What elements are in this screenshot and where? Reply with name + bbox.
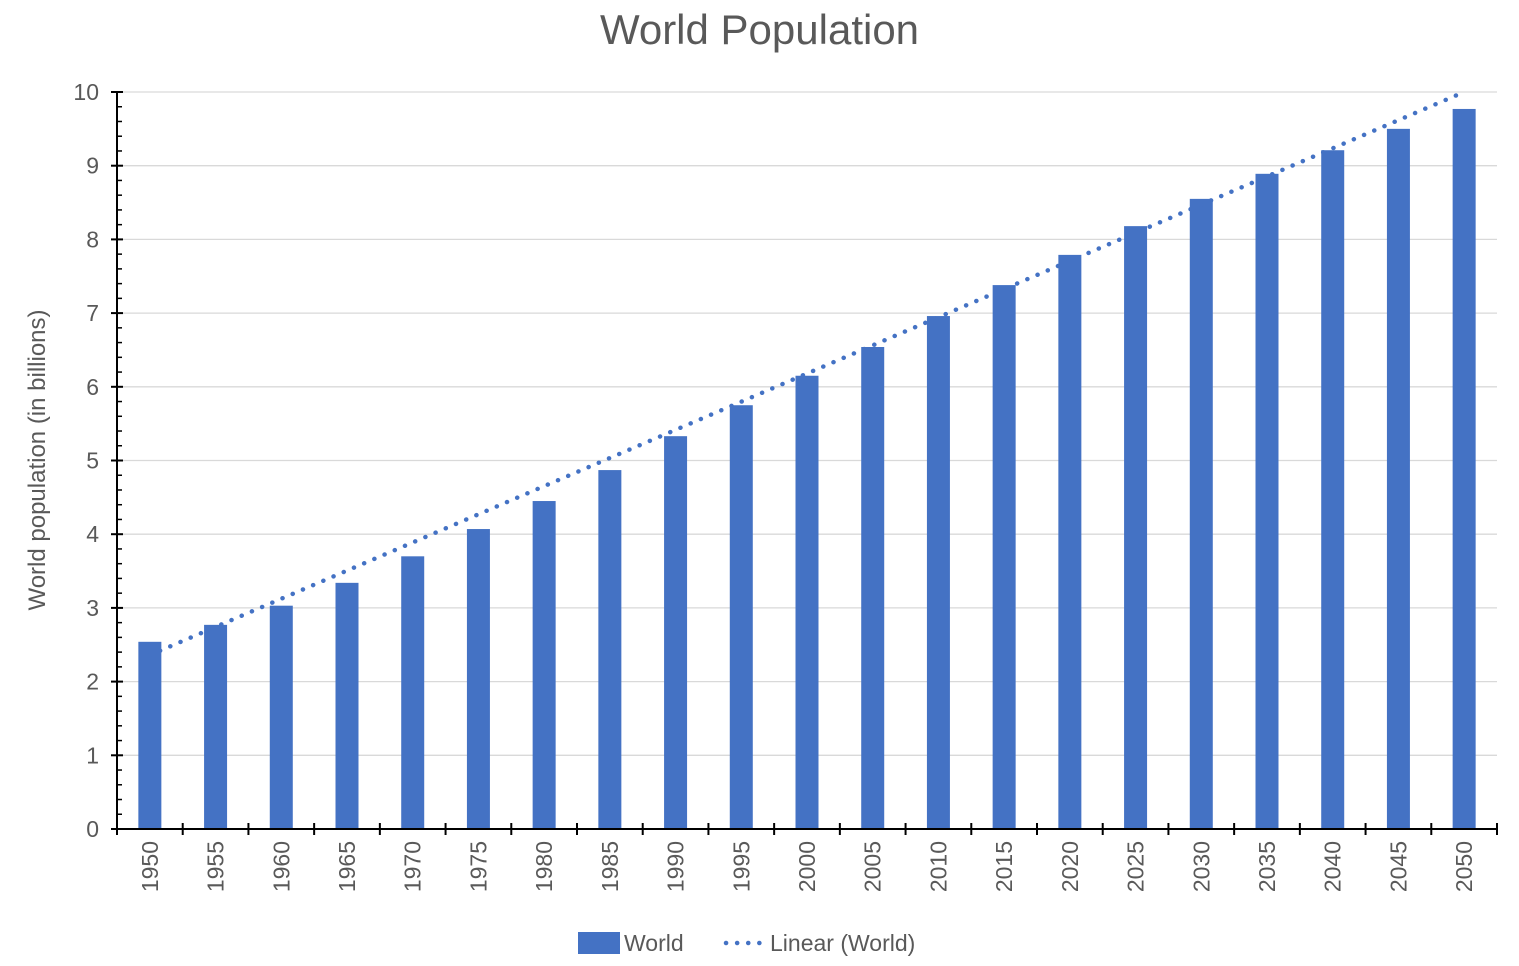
x-tick-label: 2020 xyxy=(1057,841,1083,892)
x-tick-label: 1965 xyxy=(334,841,360,892)
y-tick-label: 7 xyxy=(86,300,99,326)
y-tick-label: 8 xyxy=(86,226,99,252)
x-tick-label: 2025 xyxy=(1123,841,1149,892)
bar-2030 xyxy=(1189,198,1213,830)
bar-2010 xyxy=(926,316,950,830)
y-tick-label: 4 xyxy=(86,521,99,547)
x-tick-label: 1985 xyxy=(597,841,623,892)
bar-1950 xyxy=(138,641,162,829)
bar-2000 xyxy=(795,375,819,829)
x-tick-label: 2010 xyxy=(925,841,951,892)
y-tick-label: 1 xyxy=(86,742,99,768)
x-tick-label: 1955 xyxy=(203,841,229,892)
y-tick-label: 3 xyxy=(86,595,99,621)
x-tick-label: 1980 xyxy=(531,841,557,892)
chart-title: World Population xyxy=(599,6,920,53)
x-tick-label: 2045 xyxy=(1385,841,1411,892)
bar-2040 xyxy=(1321,150,1345,829)
bar-1995 xyxy=(729,405,753,829)
x-tick-label: 1975 xyxy=(465,841,491,892)
bar-2050 xyxy=(1452,108,1476,830)
bar-2045 xyxy=(1386,128,1410,830)
bar-2015 xyxy=(992,285,1016,829)
legend-label-trendline: Linear (World) xyxy=(770,930,915,956)
bar-1975 xyxy=(466,529,490,829)
bar-2035 xyxy=(1255,173,1279,829)
x-tick-label: 2030 xyxy=(1188,841,1214,892)
bar-1955 xyxy=(204,624,228,829)
x-tick-label: 2040 xyxy=(1320,841,1346,892)
y-tick-label: 5 xyxy=(86,448,99,474)
x-tick-label: 1995 xyxy=(728,841,754,892)
x-tick-label: 1950 xyxy=(137,841,163,892)
x-tick-label: 2000 xyxy=(794,841,820,892)
bar-1965 xyxy=(335,582,359,829)
bar-2005 xyxy=(861,347,885,829)
x-tick-label: 2015 xyxy=(991,841,1017,892)
bar-1990 xyxy=(664,436,688,829)
bar-1985 xyxy=(598,470,622,829)
y-tick-label: 9 xyxy=(86,153,99,179)
x-tick-label: 2050 xyxy=(1451,841,1477,892)
x-tick-label: 2005 xyxy=(860,841,886,892)
bar-1970 xyxy=(401,556,425,829)
x-tick-label: 1990 xyxy=(663,841,689,892)
y-tick-label: 0 xyxy=(86,816,99,842)
y-tick-label: 2 xyxy=(86,669,99,695)
bar-2020 xyxy=(1058,254,1082,829)
legend-label-world: World xyxy=(624,930,684,956)
y-tick-label: 10 xyxy=(73,79,99,105)
x-tick-label: 1970 xyxy=(400,841,426,892)
bar-2025 xyxy=(1124,226,1148,829)
bar-1980 xyxy=(532,501,556,829)
x-tick-label: 1960 xyxy=(268,841,294,892)
legend-swatch-world xyxy=(578,932,620,954)
bar-1960 xyxy=(269,605,293,829)
x-tick-label: 2035 xyxy=(1254,841,1280,892)
y-tick-label: 6 xyxy=(86,374,99,400)
